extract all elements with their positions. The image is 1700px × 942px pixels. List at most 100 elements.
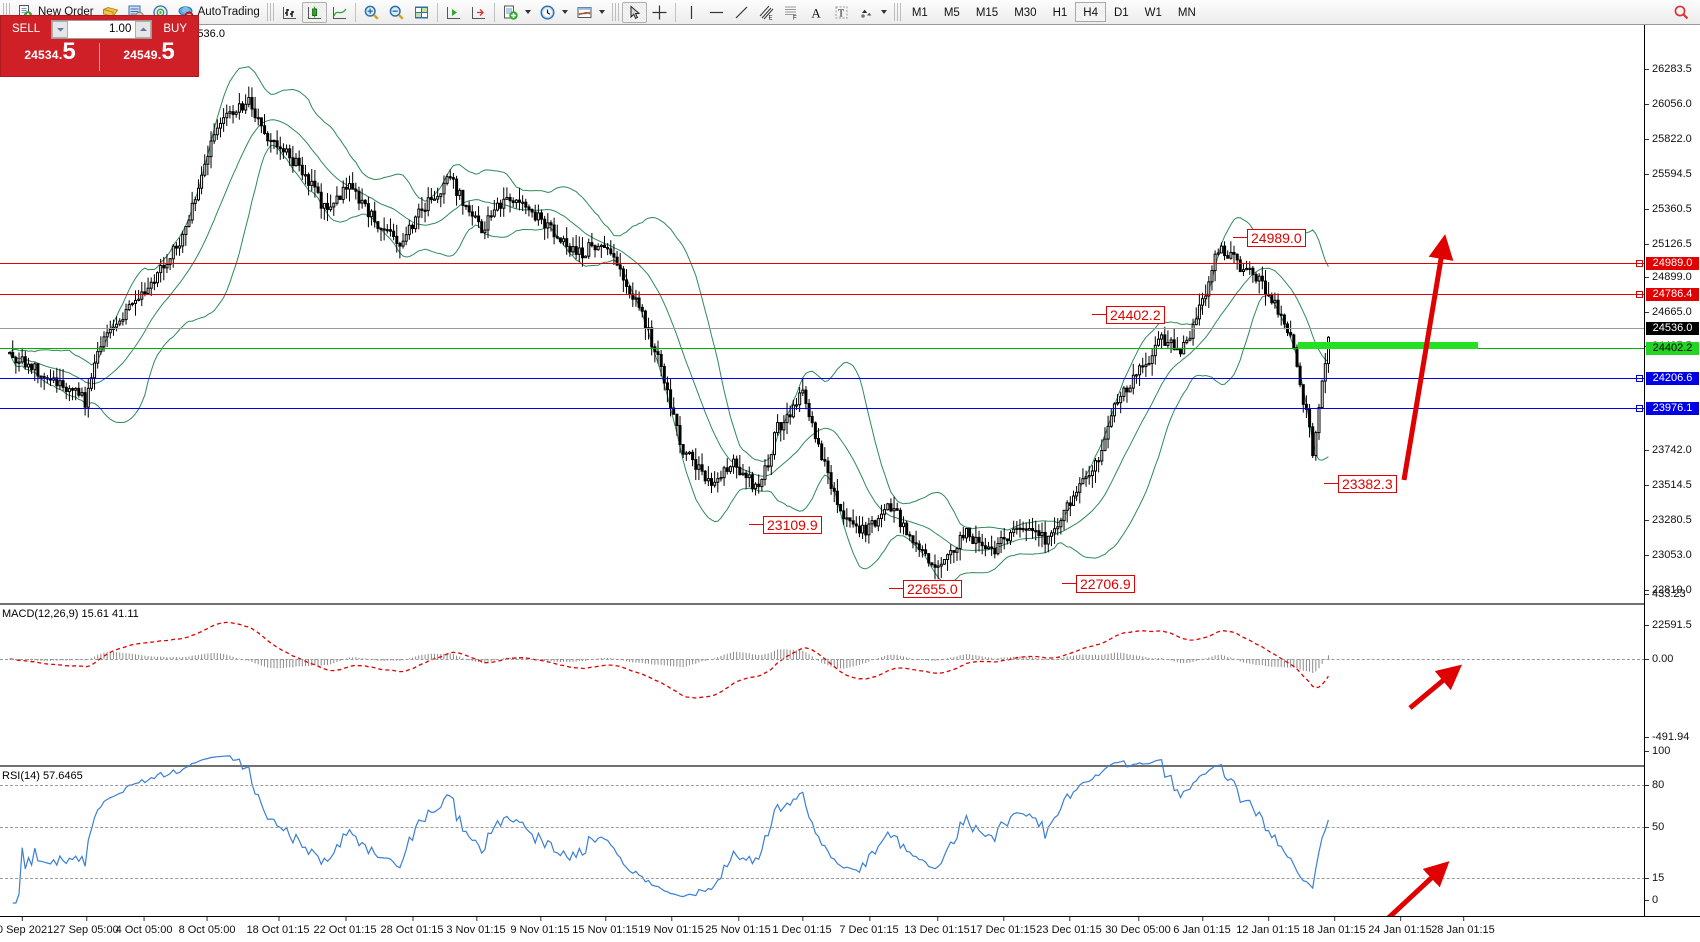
price-badge-24989-0[interactable]: 24989.0 — [1646, 257, 1699, 270]
price-badge-24536-0[interactable]: 24536.0 — [1646, 322, 1699, 335]
templates-button[interactable] — [572, 2, 609, 23]
volume-increase-button[interactable] — [135, 20, 152, 38]
line-chart-button[interactable] — [327, 2, 352, 23]
timeframe-m15[interactable]: M15 — [975, 7, 999, 19]
search-icon[interactable] — [1673, 4, 1690, 21]
equidistant-channel-tool[interactable]: E — [754, 2, 779, 23]
time-tick: 30 Sep 2021 — [0, 917, 53, 942]
text-label-tool[interactable]: T — [829, 2, 854, 23]
timeframe-w1[interactable]: W1 — [1144, 7, 1162, 19]
timeframe-d1[interactable]: D1 — [1113, 7, 1129, 19]
chevron-down-icon[interactable] — [524, 10, 531, 14]
sell-price-dot: . — [58, 47, 63, 62]
label-leader-line — [1324, 483, 1338, 484]
chart-plot-area[interactable]: HK50, H4 24418.0 24597.5 24418.0 24536.0… — [0, 25, 1645, 916]
chevron-down-icon-2[interactable] — [561, 10, 568, 14]
timeframe-m5[interactable]: M5 — [943, 7, 960, 19]
macd-indicator-label: MACD(12,26,9) 15.61 41.11 — [0, 608, 141, 620]
timeframe-m1[interactable]: M1 — [911, 7, 928, 19]
buy-button[interactable]: BUY — [163, 23, 187, 35]
horizontal-line-tool[interactable] — [704, 2, 729, 23]
label-leader-line — [1062, 583, 1076, 584]
time-tick: 18 Jan 01:15 — [1302, 917, 1366, 942]
shapes-tool[interactable] — [854, 2, 891, 23]
cursor-tool[interactable] — [621, 1, 647, 23]
volume-stepper[interactable]: 1.00 — [51, 19, 153, 39]
auto-scroll-button[interactable] — [441, 2, 466, 23]
toolbar-separator-2 — [436, 2, 438, 22]
level-label-24989[interactable]: 24989.0 — [1247, 229, 1306, 247]
pivot-line[interactable] — [0, 348, 1644, 349]
vertical-line-tool[interactable] — [679, 2, 704, 23]
toolbar-grip-4[interactable] — [893, 3, 901, 21]
fibonacci-tool[interactable]: F — [779, 2, 804, 23]
toolbar-grip[interactable] — [3, 3, 10, 21]
toolbar-separator-4 — [674, 2, 676, 22]
zoom-out-button[interactable] — [384, 2, 409, 23]
price-tick: 23280.5 — [1645, 514, 1700, 527]
support-line-1[interactable] — [0, 378, 1644, 379]
buy-price[interactable]: 24549 . 5 — [100, 40, 198, 74]
chevron-down-icon-4[interactable] — [880, 10, 887, 14]
autotrading-label: AutoTrading — [197, 6, 260, 18]
resistance-line-2[interactable] — [0, 294, 1644, 295]
demand-zone[interactable] — [1298, 342, 1478, 349]
volume-value[interactable]: 1.00 — [108, 23, 132, 35]
sell-price-frac: 5 — [62, 38, 76, 65]
text-tool[interactable]: A — [804, 2, 829, 23]
indicators-button[interactable] — [498, 2, 535, 23]
timeframe-group: M1 M5 M15 M30 H1 H4 D1 W1 MN — [904, 2, 1204, 22]
price-tick: 25360.5 — [1645, 203, 1700, 216]
crosshair-tool[interactable] — [647, 2, 672, 23]
bar-chart-button[interactable] — [277, 2, 302, 23]
level-label-23109[interactable]: 23109.9 — [763, 516, 822, 534]
time-tick: 15 Nov 01:15 — [572, 917, 638, 942]
level-label-22655[interactable]: 22655.0 — [903, 580, 962, 598]
price-badge-23976-1[interactable]: 23976.1 — [1646, 402, 1699, 415]
one-click-trading-panel[interactable]: SELL 1.00 BUY 24534 . 5 24549 . 5 — [0, 15, 199, 77]
expert-advisors-button[interactable] — [98, 2, 123, 23]
auto-scroll-icon — [446, 6, 460, 19]
line-chart-icon — [332, 6, 347, 19]
timeframe-h1[interactable]: H1 — [1052, 7, 1068, 19]
pane-separator-macd[interactable] — [0, 603, 1644, 605]
toolbar-grip-2[interactable] — [266, 3, 274, 21]
candlestick-chart-button[interactable] — [301, 1, 327, 23]
price-badge-24786-4[interactable]: 24786.4 — [1646, 288, 1699, 301]
resistance-line-1[interactable] — [0, 263, 1644, 264]
level-label-22706[interactable]: 22706.9 — [1076, 575, 1135, 593]
level-label-23382[interactable]: 23382.3 — [1338, 475, 1397, 493]
support-line-2[interactable] — [0, 408, 1644, 409]
sell-price[interactable]: 24534 . 5 — [1, 40, 99, 74]
level-label-24402[interactable]: 24402.2 — [1106, 306, 1165, 324]
price-tick: 24665.0 — [1645, 306, 1700, 319]
svg-text:F: F — [793, 15, 797, 21]
zoom-in-button[interactable] — [359, 2, 384, 23]
price-tick: 26283.5 — [1645, 63, 1700, 76]
periods-button[interactable] — [535, 2, 572, 23]
price-scale[interactable]: 26283.5 26056.0 25822.0 25594.5 25360.5 25126… — [1636, 25, 1700, 916]
add-indicator-icon — [503, 5, 518, 20]
candles — [8, 86, 1330, 580]
timeframe-h4[interactable]: H4 — [1075, 2, 1106, 22]
macd-histogram — [12, 649, 1329, 673]
price-badge-24206-6[interactable]: 24206.6 — [1646, 372, 1699, 385]
tile-windows-icon — [414, 6, 428, 18]
zoom-out-icon — [389, 5, 404, 20]
timeframe-mn[interactable]: MN — [1177, 7, 1196, 19]
tile-windows-button[interactable] — [409, 2, 434, 23]
toolbar-grip-3[interactable] — [611, 3, 619, 21]
label-leader-line — [1233, 237, 1247, 238]
time-tick: 4 Oct 05:00 — [116, 917, 172, 942]
volume-decrease-button[interactable] — [52, 20, 69, 38]
trendline-tool[interactable] — [729, 2, 754, 23]
timeframe-m30[interactable]: M30 — [1014, 7, 1037, 19]
sell-button[interactable]: SELL — [12, 23, 41, 35]
chevron-down-icon-3[interactable] — [598, 10, 605, 14]
chart-shift-button[interactable] — [466, 2, 491, 23]
indicator-tick: 100 — [1645, 745, 1700, 758]
price-badge-24402-2[interactable]: 24402.2 — [1646, 342, 1699, 355]
pane-separator-rsi[interactable] — [0, 765, 1644, 767]
current-price-line[interactable] — [0, 328, 1644, 329]
